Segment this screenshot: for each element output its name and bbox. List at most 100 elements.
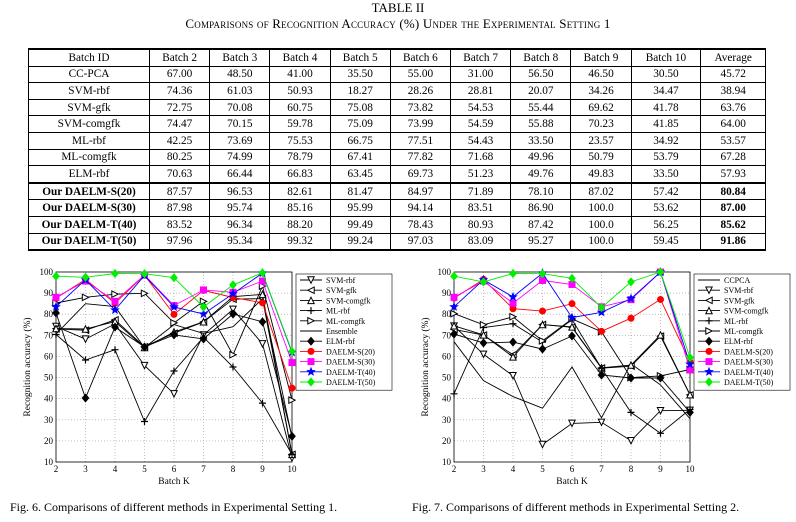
data-point xyxy=(627,314,635,322)
data-point xyxy=(656,373,665,383)
data-point xyxy=(141,417,148,425)
series-elm-rbf xyxy=(52,308,296,441)
value-cell: 33.50 xyxy=(510,131,572,150)
data-point xyxy=(81,393,90,403)
value-cell: 28.26 xyxy=(389,82,452,100)
data-point xyxy=(288,396,297,405)
legend-marker xyxy=(704,366,714,376)
legend-label: SVM-comgfk xyxy=(326,296,370,305)
value-cell: 55.88 xyxy=(510,115,572,133)
data-point xyxy=(686,407,694,417)
value-cell: 41.85 xyxy=(630,115,702,133)
value-cell: 50.79 xyxy=(570,148,632,167)
legend-label: DAELM-T(40) xyxy=(724,368,774,377)
value-cell: 34.26 xyxy=(570,82,632,100)
data-point xyxy=(258,340,267,349)
table-row: SVM-gfk 72.75 70.08 60.75 75.08 73.82 54.53 55.… xyxy=(28,98,766,117)
value-cell: 75.09 xyxy=(329,115,391,133)
data-point xyxy=(169,390,179,399)
legend-marker xyxy=(306,276,316,285)
method-name-cell: ELM-rbf xyxy=(28,165,150,184)
legend-label: ELM-rbf xyxy=(326,337,355,346)
data-point xyxy=(259,399,266,407)
series-daelm-t-50- xyxy=(450,267,694,363)
data-point xyxy=(52,308,60,318)
y-tick-label: 10 xyxy=(442,457,452,467)
value-cell: 77.82 xyxy=(389,148,452,167)
value-cell: 55.44 xyxy=(510,98,572,117)
data-point xyxy=(111,290,120,299)
data-point xyxy=(198,308,209,319)
value-cell: 66.75 xyxy=(329,131,391,150)
data-point xyxy=(686,366,694,374)
table-row: SVM-rbf 74.36 61.03 50.93 18.27 28.26 28.81 20.… xyxy=(28,82,766,100)
data-point xyxy=(538,440,547,449)
value-cell: 67.41 xyxy=(329,148,391,167)
legend-marker xyxy=(705,358,713,366)
value-cell: 100.0 xyxy=(570,199,632,217)
data-point xyxy=(52,330,60,338)
table-row: Our DAELM-S(20) 87.57 96.53 82.61 81.47 84.97… xyxy=(28,182,766,201)
legend-marker xyxy=(306,286,315,295)
value-cell: 74.36 xyxy=(148,82,211,100)
data-point xyxy=(508,291,518,301)
data-point xyxy=(509,337,517,347)
data-point xyxy=(686,352,694,363)
value-cell: 57.42 xyxy=(630,182,702,201)
data-point xyxy=(538,320,547,329)
data-point xyxy=(81,335,90,344)
y-tick-label: 80 xyxy=(44,309,54,319)
data-point xyxy=(111,297,119,305)
method-name-cell: Our DAELM-T(50) xyxy=(28,232,150,252)
data-point xyxy=(656,267,665,277)
value-cell: 53.57 xyxy=(700,131,766,150)
value-cell: 72.75 xyxy=(148,98,211,117)
table-row: Our DAELM-T(40) 83.52 96.34 88.20 99.49 78.43… xyxy=(28,215,766,234)
method-name-cell: SVM-gfk xyxy=(28,98,150,117)
fig7-chart: 2 3 4 5 6 7 8 9 10 10 20 30 40 50 60 70 80 90 100 Batch K Re… xyxy=(420,267,791,487)
value-cell: 66.44 xyxy=(209,165,271,184)
y-tick-label: 20 xyxy=(442,436,452,446)
data-point xyxy=(450,309,459,318)
legend: SVM-rbfSVM-gfkSVM-comgfkML-rbfML-comgfkE… xyxy=(295,273,393,391)
data-point xyxy=(110,305,120,315)
x-tick-label: 6 xyxy=(570,464,575,474)
y-tick-label: 30 xyxy=(44,415,54,425)
x-axis-label: Batch K xyxy=(158,477,190,487)
data-point xyxy=(626,436,636,445)
y-tick-label: 30 xyxy=(442,415,452,425)
data-point xyxy=(170,367,178,375)
data-point xyxy=(656,407,665,416)
legend-label: SVM-rbf xyxy=(326,276,356,285)
legend-label: DAELM-S(30) xyxy=(724,358,773,367)
y-tick-label: 40 xyxy=(442,394,452,404)
value-cell: 99.24 xyxy=(329,232,391,252)
x-axis-label: Batch K xyxy=(556,477,588,487)
value-cell: 73.99 xyxy=(389,115,452,133)
value-cell: 53.79 xyxy=(630,148,702,167)
data-point xyxy=(538,269,547,279)
data-point xyxy=(479,350,488,359)
value-cell: 63.76 xyxy=(700,98,766,117)
legend-label: DAELM-T(50) xyxy=(326,378,376,387)
data-point xyxy=(626,360,636,369)
value-cell: 70.63 xyxy=(148,165,211,184)
data-point xyxy=(509,299,517,307)
data-point xyxy=(52,293,60,301)
data-point xyxy=(228,305,238,314)
value-cell: 80.25 xyxy=(148,148,211,167)
x-tick-label: 5 xyxy=(142,464,147,474)
method-name-cell: Our DAELM-T(40) xyxy=(28,215,150,234)
data-point xyxy=(170,330,178,340)
value-cell: 34.47 xyxy=(630,82,702,100)
y-tick-label: 50 xyxy=(442,373,452,383)
value-cell: 31.00 xyxy=(450,65,512,84)
series-svm-gfk xyxy=(51,294,296,459)
data-point xyxy=(597,303,606,313)
series-daelm-t-50- xyxy=(52,268,296,356)
series-elm-rbf xyxy=(450,329,694,417)
table-header-cell: Batch 3 xyxy=(209,47,271,67)
data-point xyxy=(288,450,296,458)
value-cell: 87.02 xyxy=(570,182,632,201)
